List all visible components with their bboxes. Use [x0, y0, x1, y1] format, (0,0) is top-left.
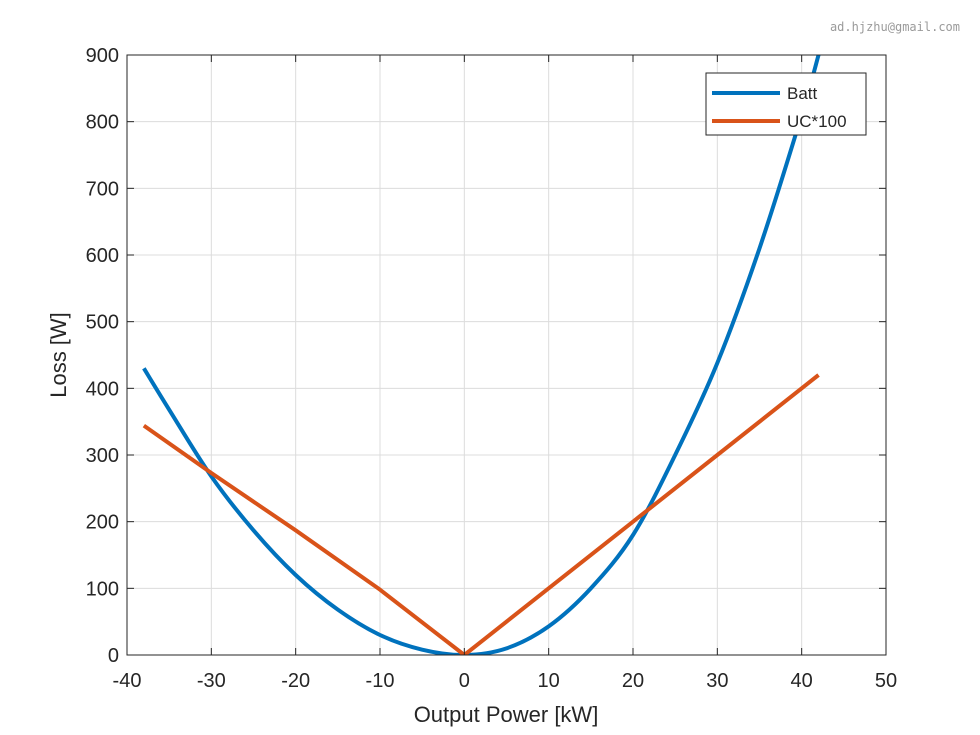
- y-tick-label: 700: [86, 178, 119, 200]
- y-axis-label: Loss [W]: [46, 312, 71, 398]
- legend: Batt UC*100: [705, 72, 867, 136]
- y-tick-label: 800: [86, 112, 119, 134]
- grid-lines: [126, 54, 887, 656]
- x-tick-label: -20: [281, 670, 310, 692]
- x-tick-label: -40: [113, 670, 142, 692]
- y-tick-label: 100: [86, 578, 119, 600]
- plot-area-frame: [126, 54, 887, 656]
- watermark-text: ad.hjzhu@gmail.com: [829, 20, 960, 34]
- legend-label-uc: UC*100: [787, 112, 847, 131]
- y-tick-label: 900: [86, 45, 119, 67]
- x-tick-label: 20: [622, 670, 644, 692]
- y-tick-label: 300: [86, 445, 119, 467]
- x-tick-label: -10: [366, 670, 395, 692]
- legend-box: [705, 72, 867, 136]
- x-tick-label: 50: [875, 670, 897, 692]
- x-tick-label: 40: [791, 670, 813, 692]
- axis-ticks: -40 -30 -20 -10 0 10 20 30 40 5001002003004005006…: [86, 45, 898, 692]
- x-tick-label: -30: [197, 670, 226, 692]
- y-tick-label: 500: [86, 312, 119, 334]
- series-layer: [142, 55, 821, 655]
- y-tick-label: 600: [86, 245, 119, 267]
- y-tick-label: 400: [86, 378, 119, 400]
- x-axis-label: Output Power [kW]: [414, 702, 599, 727]
- x-tick-label: 10: [538, 670, 560, 692]
- legend-label-batt: Batt: [787, 84, 818, 103]
- series-line-uc: [142, 373, 820, 655]
- y-tick-label: 0: [108, 645, 119, 667]
- y-tick-label: 200: [86, 512, 119, 534]
- series-line-batt: [142, 55, 821, 655]
- x-tick-label: 30: [706, 670, 728, 692]
- x-tick-label: 0: [459, 670, 470, 692]
